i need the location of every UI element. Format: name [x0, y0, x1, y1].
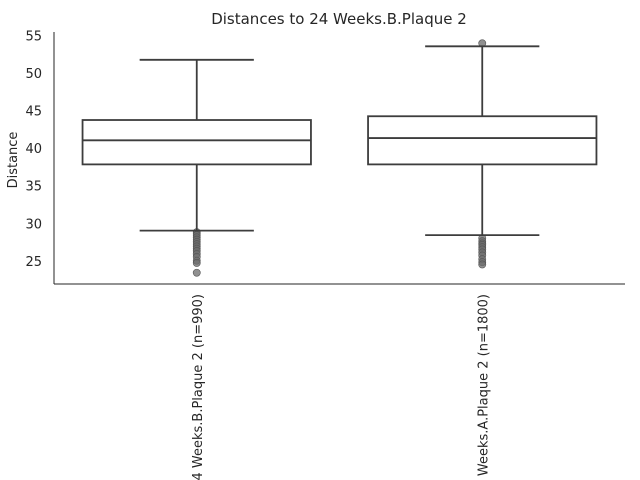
- outlier-point: [478, 260, 487, 269]
- y-tick-label: 30: [25, 217, 42, 232]
- y-tick-label: 25: [25, 255, 42, 270]
- y-tick-label: 35: [25, 180, 42, 195]
- y-tick-label: 45: [25, 104, 42, 119]
- iqr-box: [367, 115, 598, 166]
- outlier-point: [192, 268, 201, 277]
- box-group: [81, 58, 312, 277]
- iqr-box: [81, 119, 312, 166]
- box-group: [367, 39, 598, 269]
- outlier-point: [192, 259, 201, 267]
- y-tick-label: 50: [25, 67, 42, 82]
- x-tick-label: 24 Weeks.B.Plaque 2 (n=990): [191, 294, 206, 480]
- y-tick-label: 55: [25, 29, 42, 44]
- chart-title: Distances to 24 Weeks.B.Plaque 2: [211, 10, 467, 28]
- y-tick-label: 40: [25, 142, 42, 157]
- y-axis-label: Distance: [6, 132, 21, 189]
- x-tick-label: 24 Weeks.A.Plaque 2 (n=1800): [476, 294, 491, 480]
